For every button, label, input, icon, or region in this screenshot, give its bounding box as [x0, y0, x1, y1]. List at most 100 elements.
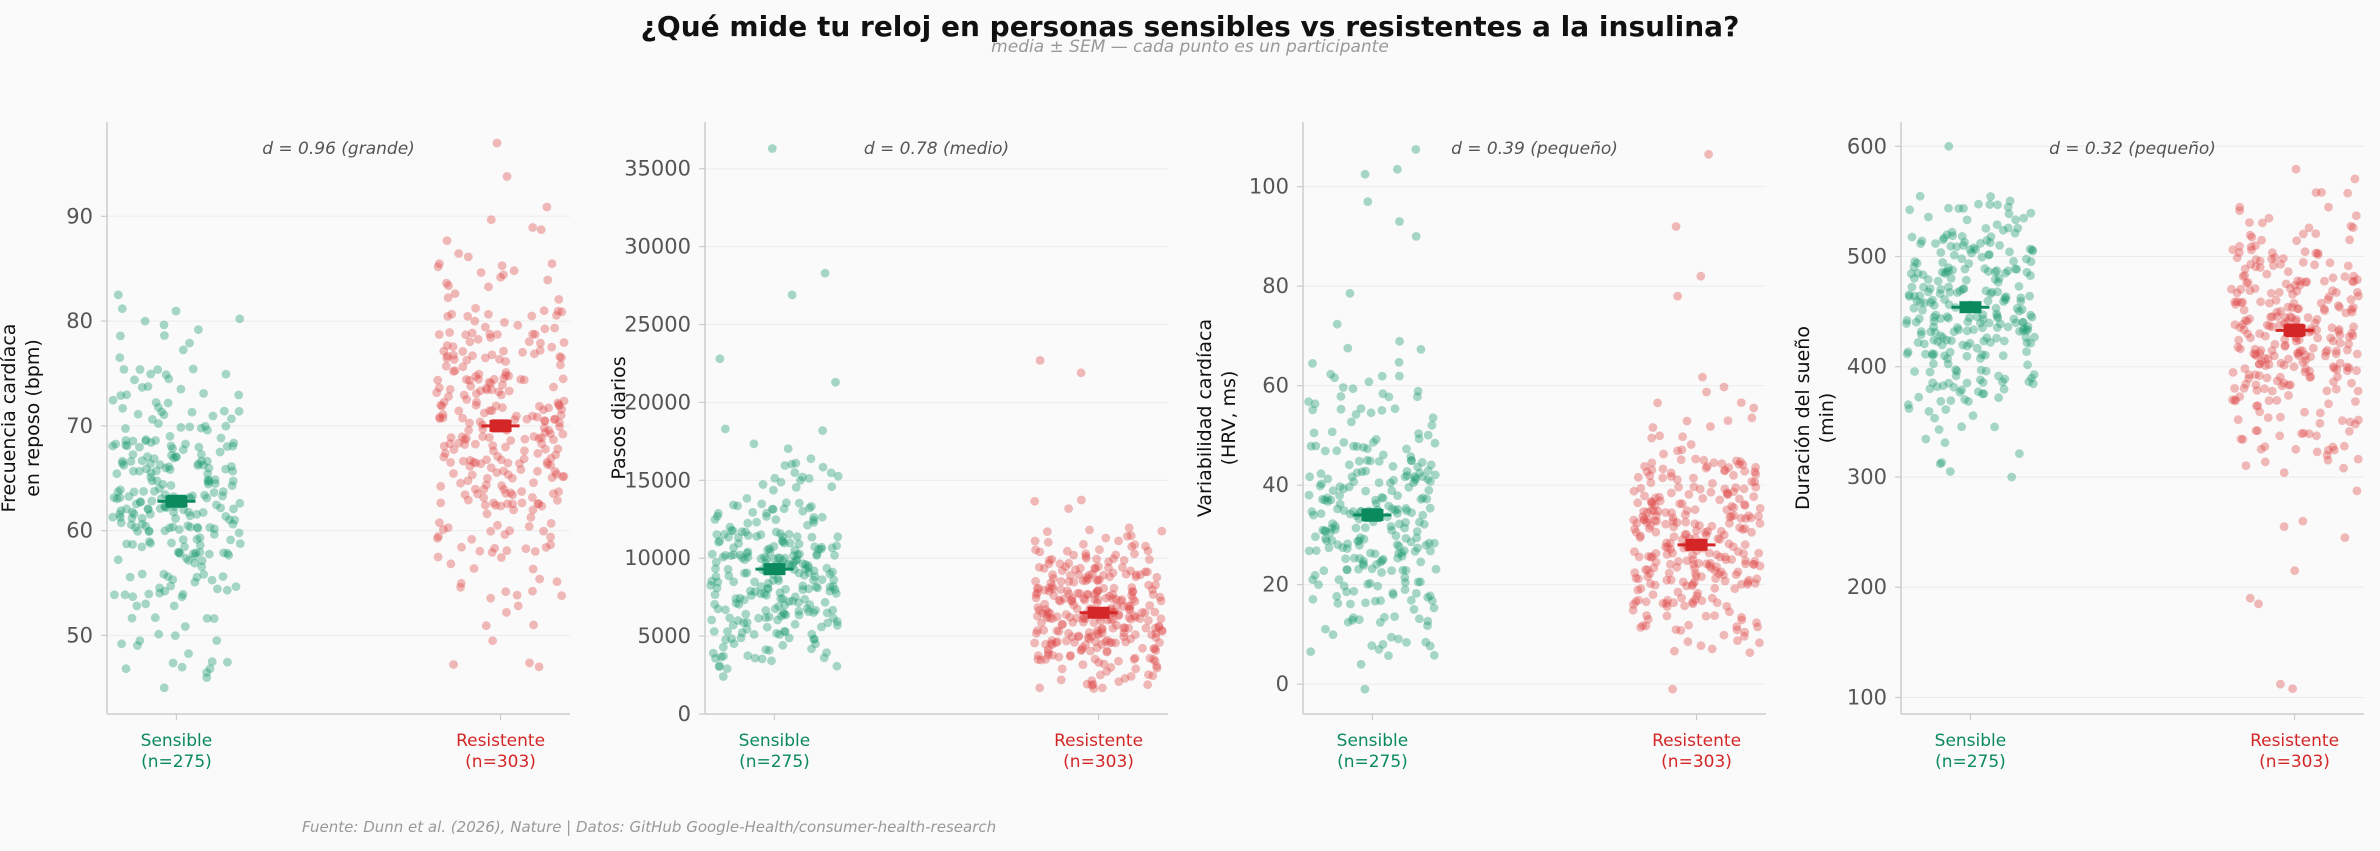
data-point: [1633, 472, 1643, 482]
data-point: [1915, 191, 1925, 201]
y-axis-label: en reposo (bpm): [22, 339, 44, 497]
data-point: [1945, 287, 1955, 297]
data-point: [713, 511, 722, 521]
data-point: [141, 599, 151, 609]
data-point: [1661, 542, 1670, 552]
data-point: [1951, 365, 1961, 374]
data-point: [1915, 291, 1925, 301]
data-point: [1386, 522, 1396, 531]
data-point: [2311, 188, 2321, 197]
data-point: [1976, 354, 1985, 363]
data-point: [2316, 298, 2326, 308]
data-point: [163, 398, 173, 408]
data-point: [1411, 232, 1421, 241]
data-point: [549, 435, 558, 444]
data-point: [724, 571, 734, 581]
data-point: [480, 500, 490, 510]
data-point: [1735, 523, 1744, 532]
data-point: [485, 406, 495, 415]
data-point: [1393, 164, 1402, 174]
data-point: [2339, 463, 2349, 473]
data-point: [2242, 316, 2252, 326]
data-point: [1740, 627, 1750, 637]
data-point: [1739, 549, 1748, 559]
data-point: [2247, 232, 2257, 242]
data-point: [205, 523, 215, 532]
data-point: [474, 374, 483, 384]
data-point: [2238, 272, 2248, 281]
data-point: [1695, 484, 1705, 494]
data-point: [1944, 378, 1954, 388]
data-point: [1727, 502, 1737, 511]
data-point: [491, 401, 501, 411]
data-point: [1374, 478, 1384, 488]
data-point: [204, 479, 213, 489]
data-point: [757, 654, 767, 664]
data-point: [1702, 462, 1712, 471]
data-point: [1051, 638, 1061, 648]
data-point: [2275, 431, 2285, 441]
data-point: [761, 613, 771, 623]
data-point: [832, 661, 842, 671]
data-point: [1740, 501, 1750, 510]
data-point: [116, 518, 126, 528]
data-point: [2243, 278, 2253, 287]
data-point: [804, 584, 814, 594]
data-point: [1954, 204, 1964, 213]
data-point: [113, 487, 123, 496]
data-point: [465, 418, 474, 428]
data-point: [471, 458, 480, 468]
data-point: [552, 311, 561, 320]
data-point: [1092, 554, 1101, 564]
data-point: [2255, 371, 2264, 381]
data-point: [546, 532, 555, 542]
data-point: [1930, 328, 1940, 337]
data-point: [442, 353, 452, 363]
data-point: [741, 527, 750, 537]
data-point: [1682, 581, 1691, 591]
data-point: [1130, 596, 1140, 606]
data-point: [482, 385, 492, 395]
data-point: [1984, 267, 1993, 276]
data-point: [501, 587, 511, 597]
data-point: [2026, 208, 2036, 218]
data-point: [1691, 571, 1701, 581]
data-point: [1338, 543, 1348, 552]
data-point: [1994, 371, 2003, 381]
data-point: [1723, 489, 1733, 499]
data-point: [2001, 295, 2010, 305]
data-point: [2263, 413, 2273, 422]
data-point: [1909, 262, 1919, 272]
data-point: [1126, 634, 1136, 644]
data-point: [1971, 245, 1981, 254]
data-point: [780, 553, 790, 563]
data-point: [470, 316, 480, 326]
data-point: [809, 515, 818, 525]
x-category-count: (n=303): [465, 752, 536, 772]
data-point: [1673, 446, 1682, 456]
data-point: [1045, 555, 1054, 565]
data-point: [165, 465, 175, 474]
data-point: [1945, 347, 1955, 357]
data-point: [465, 337, 475, 347]
data-point: [133, 641, 142, 650]
data-point: [2030, 332, 2039, 342]
data-point: [2019, 213, 2029, 223]
data-point: [122, 504, 131, 514]
data-point: [1351, 410, 1361, 419]
data-point: [1090, 654, 1100, 664]
data-point: [537, 433, 546, 443]
data-point: [1662, 602, 1672, 611]
data-point: [1406, 456, 1416, 465]
data-point: [1311, 546, 1321, 556]
data-point: [784, 633, 794, 643]
data-point: [199, 570, 209, 579]
data-point: [1335, 491, 1344, 500]
data-point: [160, 586, 170, 596]
data-point: [1140, 608, 1150, 618]
data-point: [1311, 532, 1320, 542]
data-point: [2317, 188, 2327, 197]
data-point: [2267, 386, 2277, 396]
data-point: [1145, 653, 1155, 663]
